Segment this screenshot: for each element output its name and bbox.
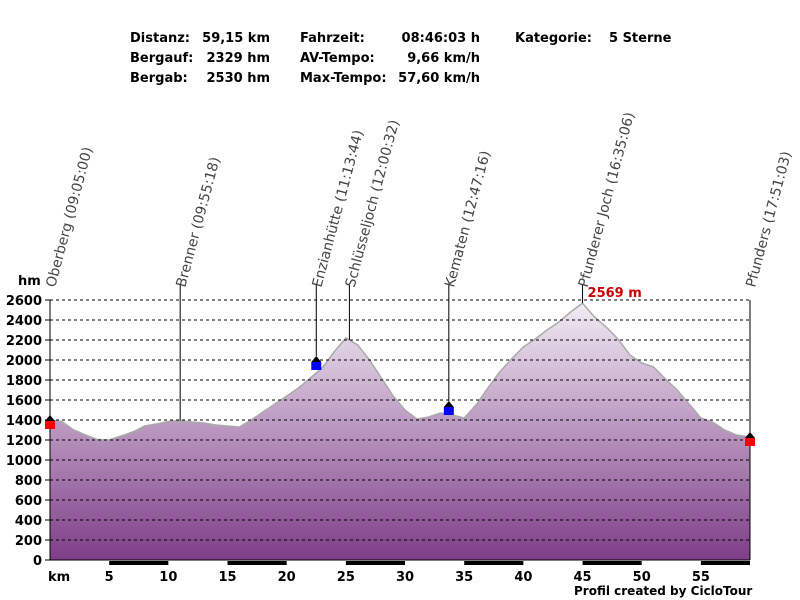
credit-text: Profil created by CicloTour xyxy=(574,584,753,598)
bergab-label: Bergab: xyxy=(130,71,188,86)
y-tick-label: 1000 xyxy=(6,454,42,469)
kategorie-label: Kategorie: xyxy=(515,31,592,46)
x-axis-label: km xyxy=(48,570,70,585)
max-elevation-label: 2569 m xyxy=(588,286,642,301)
x-tick-label: 40 xyxy=(514,570,532,585)
bergab-value: 2530 hm xyxy=(206,71,270,86)
x-tick-label: 45 xyxy=(573,570,591,585)
waypoint-label: Pfunderer Joch (16:35:06) xyxy=(576,111,638,289)
waypoint-label: Brenner (09:55:18) xyxy=(174,155,224,289)
x-scale-segment xyxy=(109,561,169,565)
y-axis-label: hm xyxy=(18,274,41,289)
y-tick-label: 2600 xyxy=(6,294,42,309)
waypoint-label: Kematen (12:47:16) xyxy=(442,149,494,289)
maxtempo-label: Max-Tempo: xyxy=(300,71,387,86)
waypoint-label: Oberberg (09:05:00) xyxy=(43,145,96,289)
waypoint-marker-roof xyxy=(745,432,755,438)
x-scale-segment xyxy=(464,561,524,565)
x-tick-label: 30 xyxy=(396,570,414,585)
fahrzeit-label: Fahrzeit: xyxy=(300,31,365,46)
y-tick-label: 400 xyxy=(15,514,42,529)
waypoint-marker-roof xyxy=(311,356,322,362)
y-tick-label: 1200 xyxy=(6,434,42,449)
y-tick-label: 2000 xyxy=(6,354,42,369)
waypoint-marker-roof xyxy=(443,401,454,407)
x-tick-label: 5 xyxy=(105,570,114,585)
x-tick-label: 50 xyxy=(633,570,651,585)
x-tick-label: 20 xyxy=(278,570,296,585)
x-tick-label: 55 xyxy=(692,570,710,585)
y-tick-label: 1400 xyxy=(6,414,42,429)
maxtempo-value: 57,60 km/h xyxy=(398,71,480,86)
x-tick-label: 35 xyxy=(455,570,473,585)
waypoint-marker xyxy=(311,362,322,370)
kategorie-value: 5 Sterne xyxy=(609,31,672,46)
y-tick-label: 200 xyxy=(15,534,42,549)
waypoint-label: Pfunders (17:51:03) xyxy=(743,150,795,289)
waypoint-marker-roof xyxy=(45,415,55,421)
avtempo-label: AV-Tempo: xyxy=(300,51,375,66)
y-tick-label: 600 xyxy=(15,494,42,509)
distanz-label: Distanz: xyxy=(130,31,190,46)
y-tick-label: 0 xyxy=(33,554,42,569)
bergauf-value: 2329 hm xyxy=(206,51,270,66)
x-scale-segment xyxy=(700,561,750,565)
x-scale-segment xyxy=(345,561,406,565)
y-tick-label: 2400 xyxy=(6,314,42,329)
distanz-value: 59,15 km xyxy=(202,31,270,46)
y-tick-label: 1800 xyxy=(6,374,42,389)
avtempo-value: 9,66 km/h xyxy=(407,51,480,66)
waypoint-marker xyxy=(443,407,454,415)
y-tick-label: 1600 xyxy=(6,394,42,409)
waypoint-marker xyxy=(745,438,755,446)
x-scale-segment xyxy=(227,561,287,565)
bergauf-label: Bergauf: xyxy=(130,51,194,66)
elevation-area xyxy=(50,303,750,560)
elevation-line xyxy=(49,302,751,441)
waypoint-marker xyxy=(45,421,55,429)
y-tick-label: 2200 xyxy=(6,334,42,349)
y-tick-label: 800 xyxy=(15,474,42,489)
x-tick-label: 10 xyxy=(159,570,177,585)
x-tick-label: 15 xyxy=(218,570,236,585)
fahrzeit-value: 08:46:03 h xyxy=(401,31,480,46)
x-tick-label: 25 xyxy=(337,570,355,585)
x-scale-segment xyxy=(582,561,642,565)
